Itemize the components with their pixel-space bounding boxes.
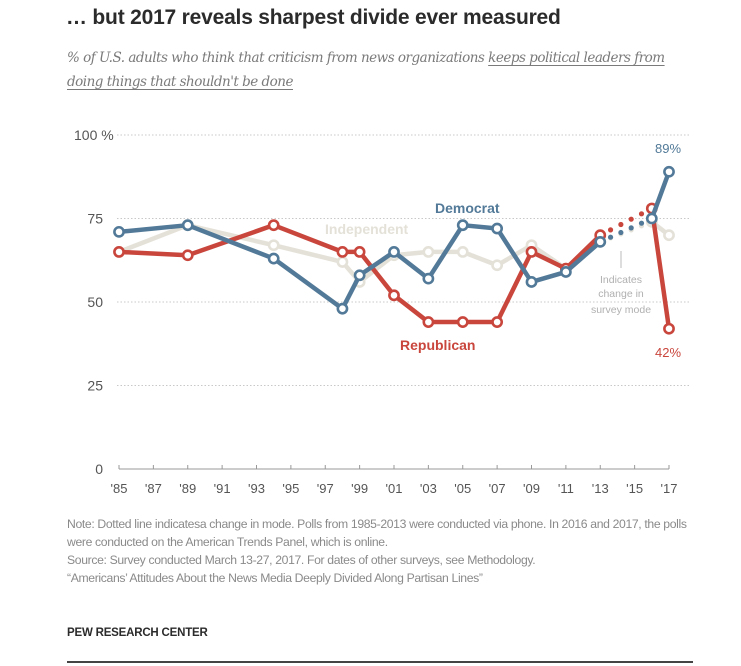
chart-notes: Note: Dotted line indicatesa change in m… <box>67 515 707 587</box>
data-point <box>422 245 435 258</box>
x-tick-label: '05 <box>454 481 471 496</box>
x-tick-label: '17 <box>661 481 678 496</box>
series-label-democrat: Democrat <box>435 200 500 216</box>
x-tick-label: '13 <box>592 481 609 496</box>
series-line-online-democrat <box>649 169 672 221</box>
data-point <box>336 302 349 315</box>
data-point <box>456 219 469 232</box>
x-tick-label: '91 <box>214 481 231 496</box>
mode-change-dot <box>618 221 624 228</box>
series-group <box>113 165 675 335</box>
y-tick-label: 0 <box>95 461 103 477</box>
data-point <box>491 316 504 328</box>
series-democrat <box>113 165 675 315</box>
x-tick-label: '11 <box>558 481 574 496</box>
mode-change-dot <box>628 216 634 222</box>
data-point <box>456 316 469 328</box>
series-label-republican: Republican <box>400 337 475 353</box>
data-point <box>267 239 280 252</box>
mode-change-dot <box>607 227 614 233</box>
series-line-republican <box>116 222 603 325</box>
data-point <box>663 165 675 178</box>
y-tick-label: 100 % <box>74 127 114 143</box>
y-tick-label: 75 <box>87 211 103 227</box>
data-point <box>388 289 400 302</box>
mode-change-annotation: Indicates change in survey mode <box>591 251 651 316</box>
y-tick-label: 50 <box>87 294 103 310</box>
mode-change-dot <box>607 234 614 240</box>
mode-change-dot <box>638 220 645 226</box>
series-line-online-republican <box>649 206 672 331</box>
x-tick-label: '95 <box>282 481 299 496</box>
mode-change-dot <box>638 211 645 217</box>
y-tick-label: 25 <box>87 378 103 394</box>
data-point <box>113 245 125 258</box>
x-axis: '85 '87 '89 '91 '93 '95 '97 '99 '01 '03 '05 '07 '09 '… <box>111 465 678 496</box>
x-tick-label: '97 <box>317 481 334 496</box>
data-label-democrat-2017: 89% <box>655 141 681 156</box>
pew-brand: PEW RESEARCH CENTER <box>67 627 208 639</box>
data-point <box>353 269 366 282</box>
footer-rule <box>67 661 693 663</box>
data-point <box>456 245 469 258</box>
data-point <box>525 245 538 258</box>
line-chart: 0 25 50 75 100 % '85 '87 '89 '91 '93 '95 '97 '99 '01… <box>74 127 690 496</box>
x-tick-label: '03 <box>420 481 437 496</box>
data-point <box>353 245 366 258</box>
data-point <box>267 252 280 265</box>
data-point <box>594 235 607 248</box>
x-tick-label: '09 <box>523 481 540 496</box>
subtitle-underlined-text: keeps political leaders from doing thing… <box>67 50 665 90</box>
annotation-text-line: survey mode <box>591 304 651 316</box>
series-labels: Independent Democrat Republican 89% 42% <box>325 141 681 360</box>
data-point <box>559 266 572 278</box>
data-point <box>336 245 349 258</box>
mode-change-dot <box>618 229 624 236</box>
x-tick-label: '85 <box>111 481 128 496</box>
annotation-text-line: Indicates <box>600 274 642 286</box>
x-tick-label: '01 <box>386 481 403 496</box>
x-tick-label: '99 <box>351 481 368 496</box>
data-point <box>645 212 658 225</box>
data-point <box>422 272 435 285</box>
series-line-democrat <box>116 222 603 311</box>
data-label-republican-2017: 42% <box>655 345 681 360</box>
data-point <box>113 225 125 238</box>
data-point <box>336 256 349 268</box>
x-tick-label: '07 <box>489 481 506 496</box>
note-text: Note: Dotted line indicatesa change in m… <box>67 517 687 549</box>
x-tick-label: '93 <box>248 481 265 496</box>
gridlines <box>117 134 690 386</box>
data-point <box>181 219 194 232</box>
data-point <box>663 322 675 335</box>
chart-subtitle: % of U.S. adults who think that criticis… <box>67 46 667 94</box>
data-point <box>491 222 504 235</box>
data-point <box>267 219 280 232</box>
data-point <box>181 249 194 262</box>
series-line-independent <box>116 222 603 285</box>
y-axis-ticks: 0 25 50 75 100 % <box>74 127 114 477</box>
mode-change-dot <box>628 225 634 231</box>
data-point <box>525 276 538 288</box>
data-point <box>491 259 504 272</box>
data-point <box>388 245 400 258</box>
report-title-text: “Americans’ Attitudes About the News Med… <box>67 571 483 585</box>
data-point <box>663 229 675 242</box>
data-point <box>422 316 435 328</box>
x-tick-label: '87 <box>145 481 162 496</box>
annotation-text-line: change in <box>598 288 644 300</box>
x-tick-label: '89 <box>179 481 196 496</box>
series-label-independent: Independent <box>325 221 409 237</box>
x-tick-label: '15 <box>626 481 643 496</box>
source-text: Source: Survey conducted March 13-27, 20… <box>67 553 536 567</box>
chart-title: … but 2017 reveals sharpest divide ever … <box>66 6 561 29</box>
subtitle-text: % of U.S. adults who think that criticis… <box>67 50 489 66</box>
